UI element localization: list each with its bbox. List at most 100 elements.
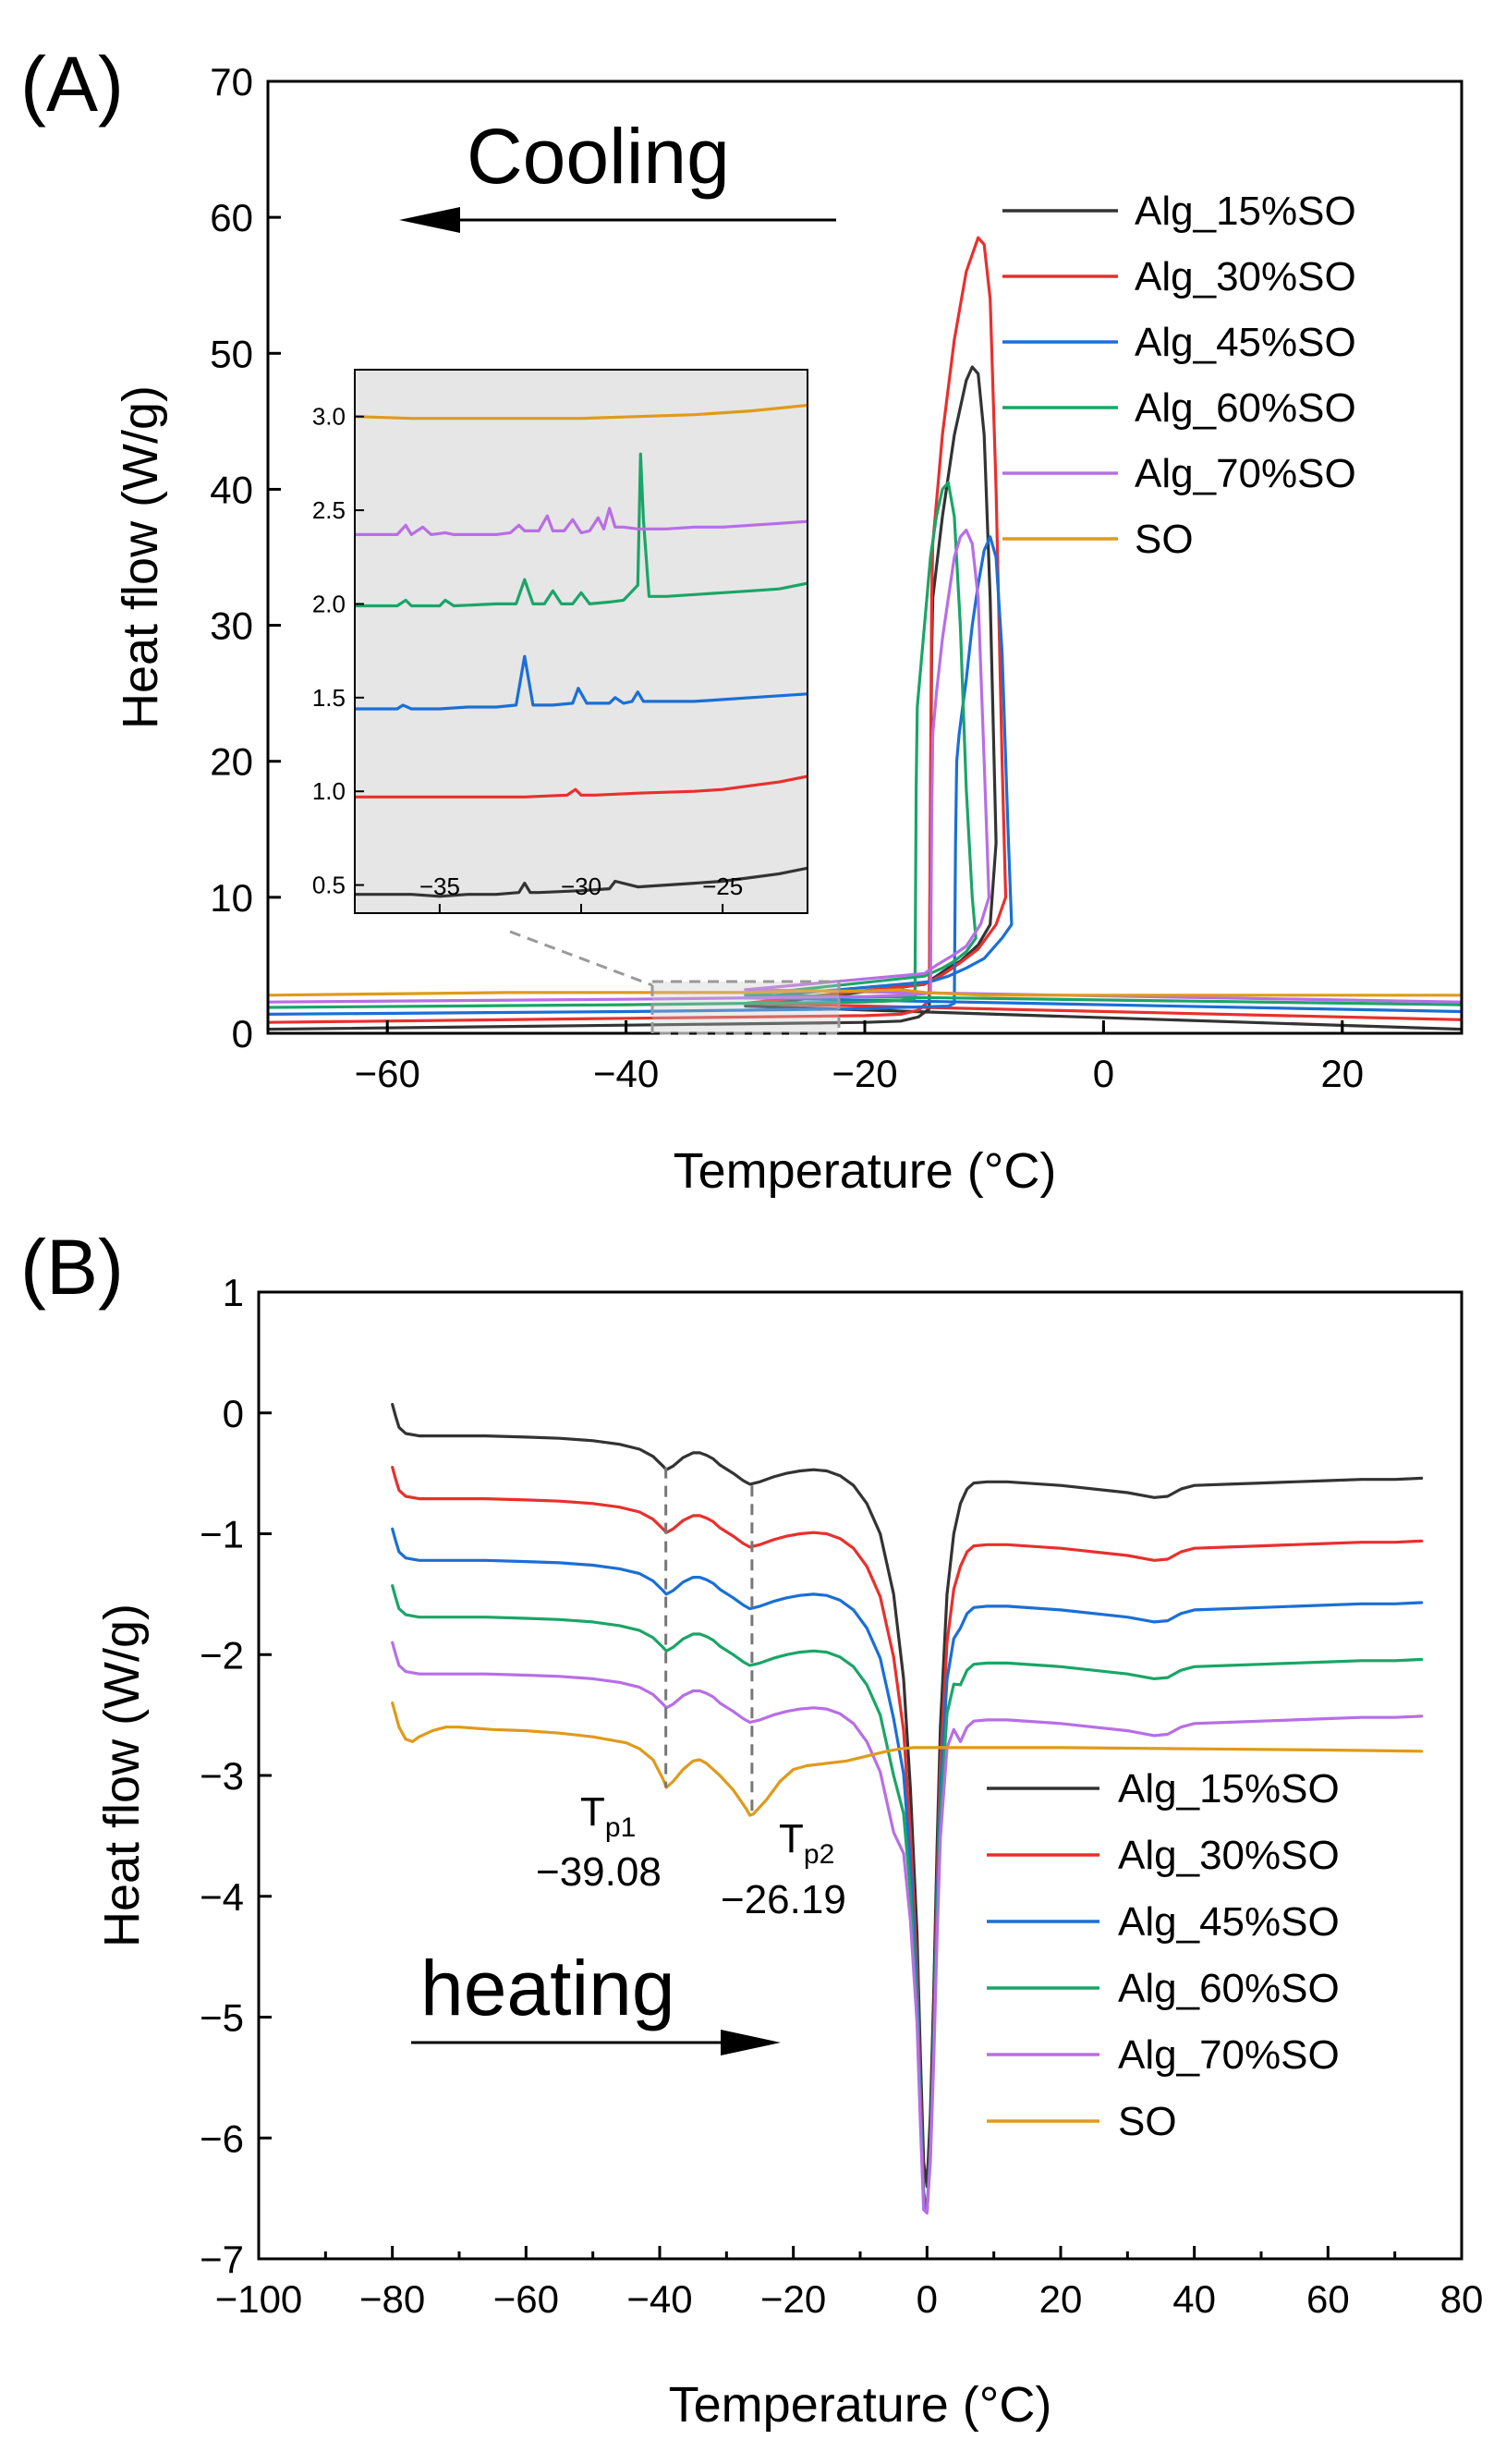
inset-series-alg-45-so — [355, 654, 808, 711]
panel-b-y-tick-label: −3 — [200, 1754, 244, 1798]
heating-label: heating — [420, 1945, 675, 2031]
panel-b-y-axis-label: Heat flow (W/g) — [94, 1604, 150, 1947]
panel-b-x-tick-label: −80 — [359, 2277, 425, 2321]
panel-b-x-tick-label: −40 — [626, 2277, 692, 2321]
tp1-symbol: Tp1 — [580, 1789, 636, 1843]
legend-b-label-so: SO — [1118, 2099, 1177, 2144]
panel-b-x-tick-label: −100 — [215, 2277, 303, 2321]
cooling-arrow-head — [399, 207, 460, 233]
panel-a-series-alg-15-so — [268, 365, 1462, 1031]
inset-series-alg-30-so — [355, 775, 808, 799]
panel-a-series-alg-60-so — [268, 481, 1462, 1009]
panel-b-series-alg-60-so — [391, 1584, 1424, 2214]
legend-a-label-alg-15-so: Alg_15%SO — [1135, 189, 1356, 234]
inset-plot: −35 −30 −25 0.5 1.0 1.5 2.0 2.5 3.0 — [312, 369, 808, 914]
panel-a-series-so — [268, 988, 1462, 997]
inset-y-tick-label: 0.5 — [312, 872, 346, 899]
inset-x-tick-label: −35 — [419, 872, 460, 900]
inset-x-tick-label: −30 — [561, 872, 601, 900]
zoom-region-box — [650, 980, 841, 1035]
panel-b-x-tick-label: 40 — [1172, 2277, 1216, 2321]
tp2-subscript: p2 — [804, 1839, 834, 1870]
panel-b-x-tick-label: −60 — [493, 2277, 559, 2321]
tp2-symbol: Tp2 — [779, 1816, 834, 1870]
panel-a-y-tick-label: 60 — [210, 196, 253, 239]
inset-y-tick-label: 2.0 — [312, 590, 346, 617]
inset-series-so — [355, 403, 808, 421]
panel-a-label: (A) — [20, 41, 124, 128]
panel-a-y-tick-label: 30 — [210, 604, 253, 648]
tp2-main: T — [779, 1816, 804, 1861]
tp1-subscript: p1 — [605, 1812, 636, 1843]
tp1-main: T — [580, 1789, 605, 1835]
cooling-label: Cooling — [467, 113, 730, 200]
panel-b-legend: Alg_15%SO Alg_30%SO Alg_45%SO Alg_60%SO Alg_… — [987, 1766, 1340, 2144]
panel-a-y-tick-label: 50 — [210, 332, 253, 375]
panel-b-x-tick-label: 60 — [1306, 2277, 1350, 2321]
panel-a-x-tick-label: −40 — [593, 1052, 659, 1095]
panel-b-series-alg-30-so — [391, 1466, 1424, 2214]
panel-b-y-tick-label: −6 — [200, 2116, 244, 2160]
panel-b: (B) −100 −80 −60 −40 −20 0 20 40 60 80−7−6−5−4−3−… — [20, 1224, 1483, 2433]
panel-a-series-group — [268, 236, 1462, 1031]
inset-background — [355, 370, 808, 913]
legend-a-label-alg-45-so: Alg_45%SO — [1135, 320, 1356, 365]
panel-a-y-tick-label: 40 — [210, 468, 253, 511]
panel-b-y-tick-label: 1 — [223, 1271, 244, 1314]
heating-arrow-head — [721, 2030, 781, 2055]
panel-b-series-group — [391, 1403, 1424, 2214]
panel-a-legend: Alg_15%SO Alg_30%SO Alg_45%SO Alg_60%SO Alg_… — [1002, 189, 1356, 562]
panel-b-x-tick-label: −20 — [760, 2277, 826, 2321]
panel-a-x-tick-label: −20 — [832, 1052, 897, 1095]
inset-y-tick-label: 2.5 — [312, 496, 346, 524]
panel-b-x-tick-label: 0 — [917, 2277, 938, 2321]
panel-a-x-tick-label: −60 — [355, 1052, 420, 1095]
panel-b-y-tick-label: −1 — [200, 1513, 244, 1556]
panel-b-x-axis-label: Temperature (°C) — [669, 2377, 1052, 2433]
panel-a-x-tick-label: 0 — [1093, 1052, 1114, 1095]
panel-a-ticks: −60 −40 −20 0 20 0 10 20 30 40 50 60 70 — [210, 60, 1364, 1095]
legend-a-label-alg-60-so: Alg_60%SO — [1135, 385, 1356, 431]
panel-a-y-axis-label: Heat flow (W/g) — [113, 385, 168, 729]
legend-a-label-alg-70-so: Alg_70%SO — [1135, 451, 1356, 496]
legend-a-label-alg-30-so: Alg_30%SO — [1135, 254, 1356, 299]
zoom-connector-line — [509, 930, 653, 987]
inset-ticks: −35 −30 −25 0.5 1.0 1.5 2.0 2.5 3.0 — [312, 403, 743, 913]
inset-y-tick-label: 3.0 — [312, 403, 346, 431]
panel-a-series-alg-30-so — [268, 236, 1462, 1024]
panel-a-x-axis-label: Temperature (°C) — [674, 1143, 1057, 1199]
inset-x-tick-label: −25 — [702, 872, 743, 900]
panel-b-series-so — [391, 1702, 1424, 1817]
panel-b-series-alg-45-so — [391, 1527, 1424, 2214]
panel-a-y-tick-label: 10 — [210, 876, 253, 920]
panel-b-series-alg-15-so — [391, 1403, 1424, 2189]
inset-series-group — [355, 403, 808, 898]
legend-b-label-alg-60-so: Alg_60%SO — [1118, 1966, 1340, 2011]
panel-b-y-tick-label: −2 — [200, 1633, 244, 1677]
panel-a-series-alg-45-so — [268, 535, 1462, 1016]
inset-series-alg-70-so — [355, 506, 808, 536]
tp1-value: −39.08 — [536, 1849, 662, 1895]
legend-b-label-alg-15-so: Alg_15%SO — [1118, 1766, 1340, 1811]
panel-b-ticks: −100 −80 −60 −40 −20 0 20 40 60 80 −7 −6 −5 −4 −3 −2 −1 0… — [200, 1271, 1483, 2321]
panel-a-y-tick-label: 0 — [232, 1012, 253, 1055]
panel-a-x-tick-label: 20 — [1320, 1052, 1364, 1095]
panel-a-y-tick-label: 70 — [210, 60, 253, 104]
panel-a-curves — [268, 236, 1462, 1031]
panel-b-label: (B) — [20, 1224, 124, 1311]
legend-a-label-so: SO — [1135, 517, 1194, 562]
panel-b-y-tick-label: −7 — [200, 2238, 244, 2281]
inset-series-alg-15-so — [355, 866, 808, 898]
legend-b-label-alg-70-so: Alg_70%SO — [1118, 2032, 1340, 2078]
inset-series-alg-60-so — [355, 452, 808, 608]
panel-b-y-tick-label: −4 — [200, 1875, 244, 1919]
inset-y-tick-label: 1.5 — [312, 684, 346, 712]
inset-y-tick-label: 1.0 — [312, 777, 346, 805]
panel-b-peak-annotations: Tp1 −39.08 Tp2 −26.19 — [536, 1467, 846, 1922]
legend-b-label-alg-45-so: Alg_45%SO — [1118, 1899, 1340, 1945]
legend-b-label-alg-30-so: Alg_30%SO — [1118, 1833, 1340, 1878]
panel-b-x-tick-label: 80 — [1440, 2277, 1484, 2321]
panel-b-series-alg-70-so — [391, 1641, 1424, 2214]
panel-b-y-tick-label: 0 — [223, 1392, 244, 1435]
panel-b-y-tick-label: −5 — [200, 1996, 244, 2040]
